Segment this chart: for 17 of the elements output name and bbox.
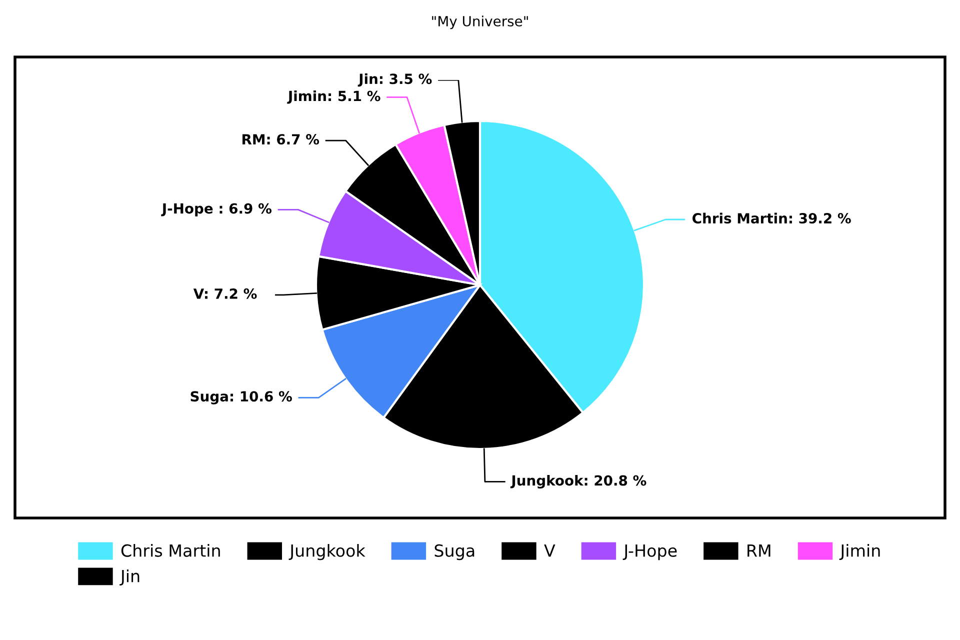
data-label: Chris Martin: 39.2 % bbox=[692, 212, 851, 224]
legend-label: RM bbox=[748, 544, 770, 557]
legend-label: Jungkook bbox=[288, 544, 366, 560]
legend-label: Jimin bbox=[839, 544, 880, 560]
data-label: Jimin: 5.1 % bbox=[287, 90, 380, 104]
data-label: Suga: 10.6 % bbox=[190, 391, 292, 404]
data-label: J-Hope : 6.9 % bbox=[161, 203, 272, 216]
legend-label: Jin bbox=[120, 569, 140, 586]
legend-label: Chris Martin bbox=[121, 544, 220, 557]
chart-title: "My Universe" bbox=[432, 16, 528, 30]
legend-label: V bbox=[544, 544, 556, 557]
legend-label: J-Hope bbox=[622, 544, 677, 560]
legend-label: Suga bbox=[434, 544, 474, 560]
data-label: V: 7.2 % bbox=[193, 288, 257, 299]
data-label: RM: 6.7 % bbox=[242, 134, 320, 145]
data-label: Jin: 3.5 % bbox=[358, 73, 432, 87]
data-label: Jungkook: 20.8 % bbox=[510, 474, 646, 489]
